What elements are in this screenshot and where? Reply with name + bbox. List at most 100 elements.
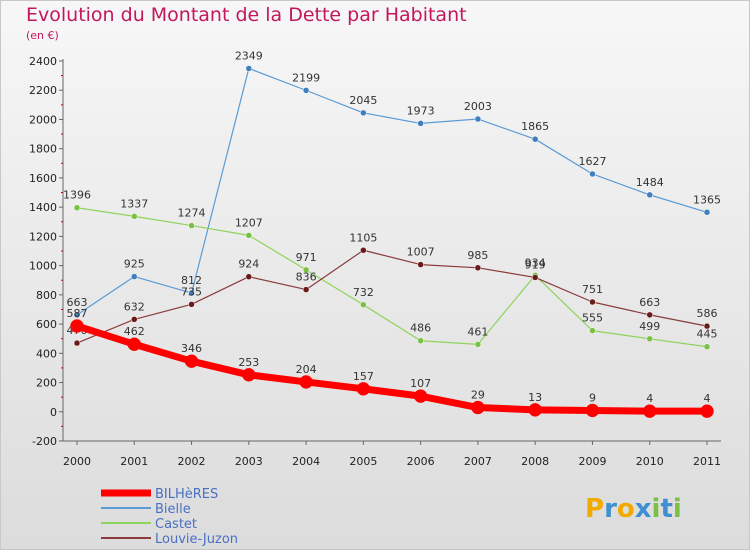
data-point-castet xyxy=(73,204,81,211)
data-point-bilh-res xyxy=(184,354,199,368)
data-point-castet xyxy=(131,213,138,220)
y-tick-label: 1800 xyxy=(29,143,57,156)
data-label-bielle: 2199 xyxy=(292,71,320,84)
data-label-louvie-juzon: 1007 xyxy=(407,246,435,259)
x-tick-label: 2006 xyxy=(407,455,435,468)
data-label-louvie-juzon: 632 xyxy=(124,300,145,313)
brand-letter: r xyxy=(604,494,617,524)
brand-logo: Proxiti xyxy=(585,494,682,524)
series-line-louvie-juzon xyxy=(76,249,708,344)
data-point-castet xyxy=(245,232,253,239)
data-point-louvie-juzon xyxy=(417,261,424,268)
x-tick-label: 2003 xyxy=(235,455,263,468)
data-point-louvie-juzon xyxy=(531,274,539,281)
data-label-castet: 934 xyxy=(525,256,546,269)
data-point-bilh-res xyxy=(585,403,600,418)
series-line-bilh-res xyxy=(73,322,711,415)
data-point-louvie-juzon xyxy=(188,301,195,308)
data-label-castet: 1207 xyxy=(235,216,263,229)
brand-letter: P xyxy=(585,494,604,524)
data-label-bilh-res: 204 xyxy=(296,363,317,376)
legend-label-castet: Castet xyxy=(155,517,197,532)
data-point-louvie-juzon xyxy=(302,286,310,293)
data-label-louvie-juzon: 836 xyxy=(296,271,317,284)
data-point-castet xyxy=(703,343,711,350)
data-label-bielle: 2003 xyxy=(464,100,492,113)
data-label-bilh-res: 253 xyxy=(238,356,259,369)
data-point-bilh-res xyxy=(242,368,256,382)
data-point-bilh-res xyxy=(413,389,428,403)
x-tick-label: 2004 xyxy=(292,455,320,468)
data-label-bilh-res: 13 xyxy=(528,391,542,404)
y-tick-label: 2000 xyxy=(29,113,57,126)
legend-label-bielle: Bielle xyxy=(155,502,191,517)
legend-label-louvie-juzon: Louvie-Juzon xyxy=(155,532,238,547)
data-label-bilh-res: 587 xyxy=(67,307,88,320)
y-tick-label: 200 xyxy=(36,377,57,390)
data-point-castet xyxy=(474,341,482,348)
x-tick-label: 2008 xyxy=(521,455,549,468)
data-label-bielle: 663 xyxy=(67,296,88,309)
data-point-louvie-juzon xyxy=(474,264,482,272)
y-tick-label: -200 xyxy=(32,435,57,448)
data-point-bielle xyxy=(646,191,653,199)
data-label-castet: 445 xyxy=(697,328,718,341)
data-label-louvie-juzon: 924 xyxy=(238,258,259,271)
y-tick-label: 1600 xyxy=(29,172,57,185)
y-tick-label: 2200 xyxy=(29,84,57,97)
data-label-bielle: 1865 xyxy=(521,120,549,133)
data-label-castet: 732 xyxy=(353,286,374,299)
data-point-bielle xyxy=(417,120,424,127)
brand-letter: o xyxy=(617,494,635,524)
data-label-bielle: 1365 xyxy=(693,193,721,206)
data-point-louvie-juzon xyxy=(131,316,138,323)
data-point-bielle xyxy=(589,170,596,178)
y-tick-label: 1000 xyxy=(29,260,57,273)
brand-letter: i xyxy=(673,494,682,524)
x-tick-label: 2009 xyxy=(578,455,606,468)
data-point-bilh-res xyxy=(528,403,542,417)
data-point-bielle xyxy=(302,87,310,94)
data-label-castet: 971 xyxy=(296,251,317,264)
data-label-louvie-juzon: 663 xyxy=(639,296,660,309)
series-line-bielle xyxy=(76,67,708,316)
data-label-bilh-res: 4 xyxy=(704,392,711,405)
data-label-louvie-juzon: 919 xyxy=(525,258,546,271)
data-label-castet: 1337 xyxy=(120,197,148,210)
data-label-louvie-juzon: 586 xyxy=(697,307,718,320)
data-label-louvie-juzon: 985 xyxy=(467,249,488,262)
x-tick-label: 2011 xyxy=(693,455,721,468)
data-label-bielle: 925 xyxy=(124,258,145,271)
x-tick-label: 2001 xyxy=(120,455,148,468)
data-point-castet xyxy=(417,337,424,344)
data-point-louvie-juzon xyxy=(589,298,596,306)
data-label-castet: 461 xyxy=(467,325,488,338)
data-label-bilh-res: 4 xyxy=(646,392,653,405)
series-line-castet xyxy=(76,207,708,348)
data-point-bilh-res xyxy=(356,382,371,396)
x-tick-label: 2002 xyxy=(178,455,206,468)
data-label-louvie-juzon: 751 xyxy=(582,283,603,296)
data-label-bilh-res: 107 xyxy=(410,377,431,390)
brand-letter: x xyxy=(635,494,652,524)
x-tick-label: 2010 xyxy=(636,455,664,468)
data-point-bielle xyxy=(131,273,138,280)
data-point-bilh-res xyxy=(299,375,313,389)
y-tick-label: 600 xyxy=(36,318,57,331)
data-point-bilh-res xyxy=(700,404,714,418)
data-label-bielle: 1973 xyxy=(407,104,435,117)
y-tick-label: 1400 xyxy=(29,201,57,214)
data-point-louvie-juzon xyxy=(73,339,81,347)
y-tick-label: 400 xyxy=(36,347,57,360)
data-point-castet xyxy=(589,327,596,334)
x-tick-label: 2005 xyxy=(349,455,377,468)
brand-letter: i xyxy=(652,494,661,524)
y-tick-label: 1200 xyxy=(29,230,57,243)
data-point-bielle xyxy=(360,109,367,117)
data-label-bilh-res: 29 xyxy=(471,389,485,402)
data-point-louvie-juzon xyxy=(646,311,653,319)
data-label-bilh-res: 9 xyxy=(589,391,596,404)
data-point-bielle xyxy=(703,209,711,216)
data-label-castet: 1274 xyxy=(178,207,206,220)
